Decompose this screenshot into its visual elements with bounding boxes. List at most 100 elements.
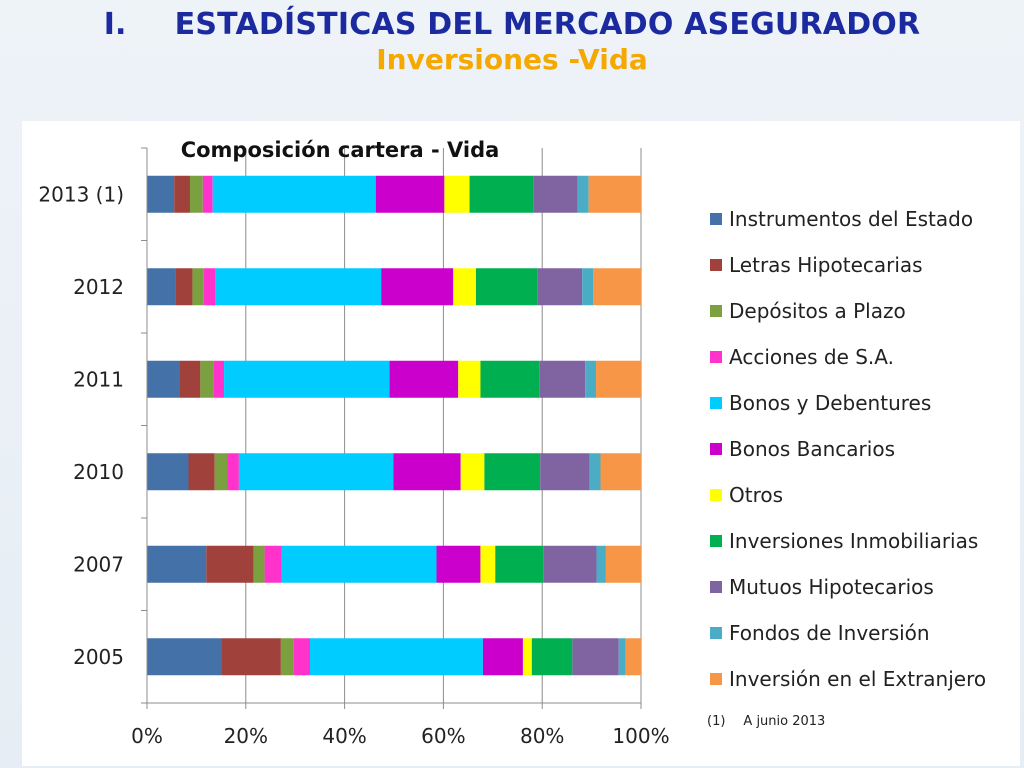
bar-segment xyxy=(221,638,281,676)
slide-title-line: I. ESTADÍSTICAS DEL MERCADO ASEGURADOR xyxy=(0,6,1024,44)
footnote: (1) A junio 2013 xyxy=(707,714,825,729)
title-number: I. xyxy=(103,7,127,42)
x-tick-label: 40% xyxy=(322,724,366,748)
bar-segment xyxy=(238,453,394,491)
bar-segment xyxy=(393,453,461,491)
legend-item: Acciones de S.A. xyxy=(710,334,1010,380)
x-tick-label: 0% xyxy=(131,724,163,748)
bar-segment xyxy=(147,175,175,213)
bar-segment xyxy=(625,638,641,676)
bar-segment xyxy=(147,638,222,676)
bar-segment xyxy=(224,360,390,398)
legend-swatch xyxy=(710,627,722,639)
x-tick-label: 80% xyxy=(520,724,564,748)
bar-segment xyxy=(572,638,619,676)
bar-segment xyxy=(214,453,228,491)
bar-segment xyxy=(192,268,204,306)
legend-item: Inversión en el Extranjero xyxy=(710,656,1010,702)
bar-segment xyxy=(480,360,540,398)
bar-segment xyxy=(618,638,626,676)
legend-label: Acciones de S.A. xyxy=(729,345,894,369)
bar-segment xyxy=(212,175,376,213)
bar-segment xyxy=(540,453,590,491)
chart-title: Composición cartera - Vida xyxy=(181,138,500,162)
bar-segment xyxy=(531,638,573,676)
bar-segment xyxy=(484,453,541,491)
legend-swatch xyxy=(710,535,722,547)
legend-swatch xyxy=(710,397,722,409)
bar-segment xyxy=(381,268,454,306)
legend-item: Bonos y Debentures xyxy=(710,380,1010,426)
bar-segment xyxy=(480,545,496,583)
legend-label: Fondos de Inversión xyxy=(729,621,930,645)
legend-label: Bonos Bancarios xyxy=(729,437,895,461)
legend-item: Depósitos a Plazo xyxy=(710,288,1010,334)
legend-item: Otros xyxy=(710,472,1010,518)
bar-segment xyxy=(213,360,225,398)
legend-item: Fondos de Inversión xyxy=(710,610,1010,656)
x-tick-label: 60% xyxy=(421,724,465,748)
legend-item: Instrumentos del Estado xyxy=(710,196,1010,242)
bar-segment xyxy=(458,360,481,398)
bar-segment xyxy=(436,545,481,583)
bar-segment xyxy=(310,638,483,676)
bar-segment xyxy=(539,360,586,398)
bar-segment xyxy=(206,545,254,583)
bar-segment xyxy=(482,638,523,676)
bar-segment xyxy=(147,360,180,398)
legend-swatch xyxy=(710,673,722,685)
bar-segment xyxy=(522,638,532,676)
bar-segment xyxy=(533,175,578,213)
bar-segment xyxy=(281,545,437,583)
bar-segment xyxy=(460,453,485,491)
bar-segment xyxy=(188,453,215,491)
bar-segment xyxy=(203,268,216,306)
legend-swatch xyxy=(710,213,722,225)
category-label: 2007 xyxy=(73,552,124,576)
legend-label: Mutuos Hipotecarios xyxy=(729,575,934,599)
bar-segment xyxy=(537,268,583,306)
slide-title: I. ESTADÍSTICAS DEL MERCADO ASEGURADOR In… xyxy=(0,6,1024,76)
bar-segment xyxy=(589,453,601,491)
legend-swatch xyxy=(710,259,722,271)
bar-segment xyxy=(227,453,239,491)
category-label: 2005 xyxy=(73,645,124,669)
category-label: 2011 xyxy=(73,367,124,391)
legend-swatch xyxy=(710,443,722,455)
bar-segment xyxy=(543,545,597,583)
bar-segment xyxy=(444,175,470,213)
legend-label: Inversión en el Extranjero xyxy=(729,667,987,691)
bar-segment xyxy=(600,453,641,491)
bar-segment xyxy=(585,360,597,398)
bar-segment xyxy=(577,175,589,213)
chart-legend: Instrumentos del Estado Letras Hipotecari… xyxy=(710,196,1010,702)
slide-subtitle: Inversiones -Vida xyxy=(376,43,648,76)
bar-segment xyxy=(215,268,382,306)
footnote-mark: (1) xyxy=(707,714,726,729)
bar-segment xyxy=(375,175,445,213)
category-label: 2012 xyxy=(73,275,124,299)
legend-swatch xyxy=(710,351,722,363)
bar-segment xyxy=(175,268,193,306)
bar-segment xyxy=(476,268,538,306)
bar-segment xyxy=(389,360,459,398)
bar-segment xyxy=(469,175,534,213)
title-text: ESTADÍSTICAS DEL MERCADO ASEGURADOR xyxy=(174,7,921,42)
bar-segment xyxy=(588,175,641,213)
bar-segment xyxy=(605,545,641,583)
legend-label: Bonos y Debentures xyxy=(729,391,932,415)
bar-segment xyxy=(280,638,294,676)
x-tick-label: 20% xyxy=(224,724,268,748)
bar-segment xyxy=(147,453,189,491)
legend-label: Letras Hipotecarias xyxy=(729,253,923,277)
legend-item: Bonos Bancarios xyxy=(710,426,1010,472)
bar-segment xyxy=(202,175,213,213)
legend-label: Instrumentos del Estado xyxy=(729,207,974,231)
bar-segment xyxy=(147,268,176,306)
legend-item: Inversiones Inmobiliarias xyxy=(710,518,1010,564)
bar-segment xyxy=(596,360,641,398)
legend-label: Otros xyxy=(729,483,784,507)
category-label: 2010 xyxy=(73,460,124,484)
legend-item: Mutuos Hipotecarios xyxy=(710,564,1010,610)
